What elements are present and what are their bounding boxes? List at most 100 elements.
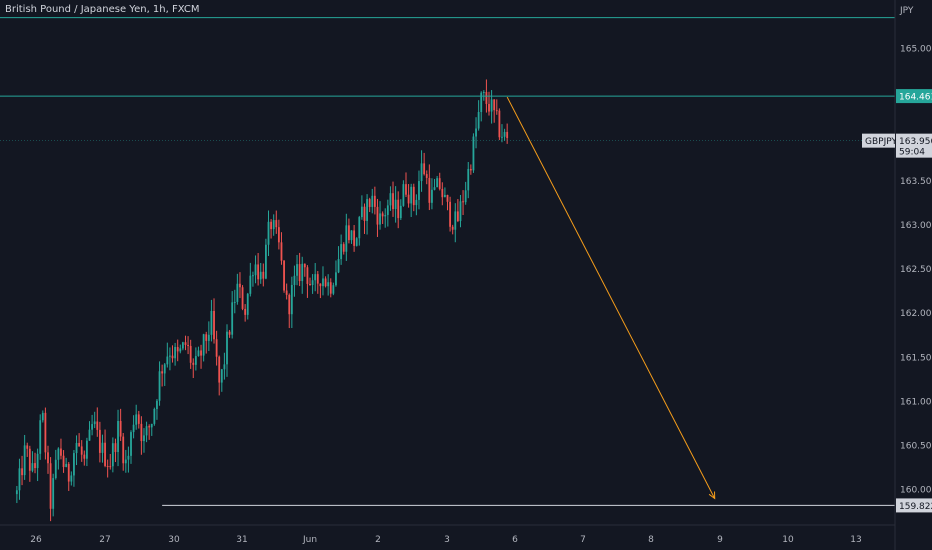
candle-body — [205, 334, 208, 341]
candle-body — [181, 342, 184, 349]
resistance-line-label-bg — [896, 89, 932, 104]
candle-body — [438, 178, 441, 189]
candle-body — [384, 214, 387, 217]
candle-body — [259, 271, 262, 280]
candle-body — [316, 274, 319, 284]
candle-body — [127, 455, 130, 460]
candle-body — [402, 184, 405, 206]
candle-body — [353, 230, 356, 246]
candle-body — [21, 468, 23, 476]
candle-body — [91, 424, 94, 430]
candle-body — [135, 414, 138, 425]
symbol-tag-bg — [862, 133, 895, 148]
candle-body — [335, 272, 337, 286]
candle-body — [451, 226, 454, 230]
candle-body — [75, 442, 78, 454]
candle-body — [381, 213, 384, 217]
candle-body — [239, 283, 241, 288]
candle-body — [111, 443, 114, 467]
candle-body — [236, 283, 239, 302]
candle-body — [371, 195, 374, 207]
candle-body — [88, 429, 91, 441]
candle-body — [80, 446, 83, 455]
candle-body — [488, 103, 490, 112]
candle-body — [114, 443, 117, 453]
candle-body — [109, 466, 112, 468]
candle-body — [130, 432, 132, 456]
candle-body — [420, 163, 423, 182]
candle-body — [132, 424, 135, 433]
candle-body — [399, 205, 402, 219]
x-tick-label: 10 — [782, 535, 794, 545]
candle-body — [47, 452, 49, 464]
candle-body — [350, 230, 353, 241]
candle-body — [423, 163, 426, 175]
candle-body — [503, 131, 506, 137]
candle-body — [39, 420, 42, 454]
y-tick-label: 165.000 — [900, 45, 932, 55]
candle-body — [283, 260, 285, 291]
countdown-label: 59:04 — [899, 148, 925, 158]
x-tick-label: 31 — [236, 535, 247, 545]
candle-body — [192, 362, 195, 365]
y-tick-label: 161.500 — [900, 353, 932, 363]
x-tick-label: 6 — [512, 535, 518, 545]
candle-body — [485, 92, 488, 104]
candle-body — [174, 346, 177, 359]
candle-body — [418, 181, 420, 200]
candle-body — [272, 220, 275, 230]
candle-body — [124, 459, 127, 464]
candle-body — [202, 334, 205, 356]
candle-body — [197, 350, 200, 357]
candle-body — [137, 414, 140, 424]
candle-body — [480, 92, 483, 113]
support-line-label-bg — [896, 498, 932, 513]
candle-body — [467, 168, 470, 191]
candle-body — [482, 92, 485, 94]
candle-body — [431, 189, 433, 203]
candle-body — [368, 199, 371, 207]
candle-body — [169, 355, 171, 357]
last-price-label: 163.956 — [899, 137, 932, 147]
candle-body — [472, 136, 475, 171]
candle-body — [389, 193, 392, 206]
chart-title: British Pound / Japanese Yen, 1h, FXCM — [5, 4, 200, 15]
x-tick-label: 2 — [375, 535, 381, 545]
candle-body — [106, 465, 109, 467]
candle-body — [373, 195, 376, 207]
candle-body — [379, 213, 381, 225]
candle-body — [314, 274, 317, 281]
candle-body — [163, 364, 166, 374]
candle-body — [148, 426, 151, 428]
symbol-tag: GBPJPY — [865, 137, 897, 147]
candle-body — [244, 308, 247, 315]
candle-body — [366, 199, 368, 221]
candle-body — [456, 211, 459, 222]
y-tick-label: 160.500 — [900, 442, 932, 452]
y-tick-label: 162.500 — [900, 265, 932, 275]
candle-body — [156, 400, 158, 409]
candle-body — [52, 478, 55, 509]
candle-body — [264, 244, 267, 279]
candle-body — [171, 355, 174, 359]
candle-body — [433, 187, 436, 190]
candle-body — [122, 436, 125, 464]
candle-body — [93, 421, 96, 425]
candle-body — [324, 278, 327, 287]
candle-body — [340, 244, 343, 260]
y-tick-label: 160.000 — [900, 486, 932, 496]
candle-body — [189, 345, 192, 363]
candle-body — [342, 244, 345, 252]
candle-body — [213, 310, 215, 340]
candle-body — [194, 356, 197, 365]
candle-body — [252, 275, 254, 277]
candle-body — [428, 177, 431, 203]
projection-arrow — [506, 96, 716, 500]
candle-body — [275, 220, 278, 228]
candle-body — [98, 429, 101, 453]
candle-body — [441, 188, 444, 198]
candle-body — [257, 264, 260, 280]
x-tick-label: 26 — [30, 535, 42, 545]
candle-body — [490, 99, 493, 112]
